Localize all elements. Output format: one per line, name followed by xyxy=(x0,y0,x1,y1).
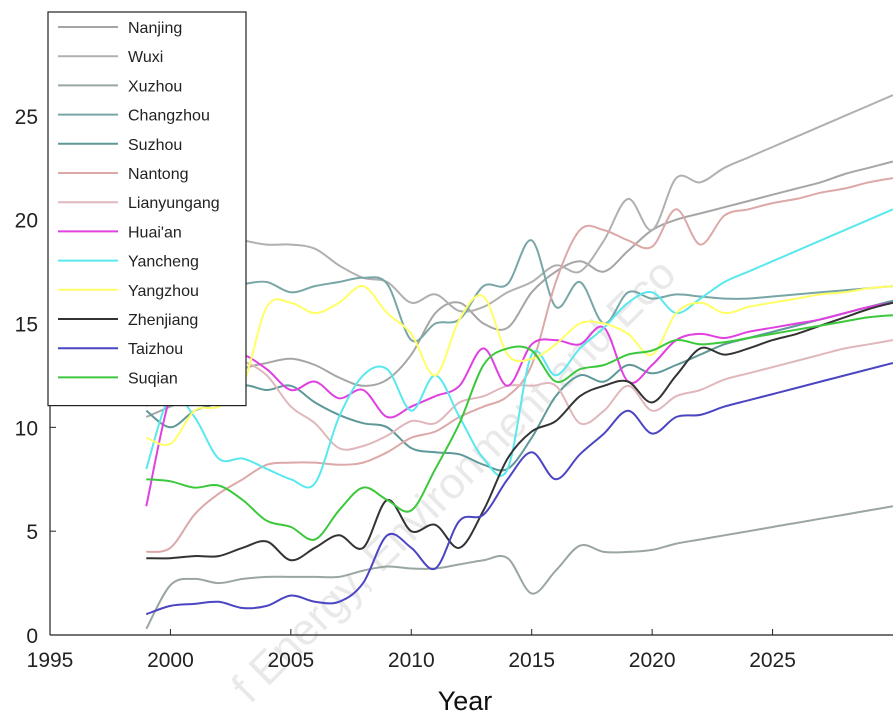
series-line-yancheng xyxy=(145,208,893,489)
y-tick-label: 5 xyxy=(26,521,38,544)
y-tick-label: 15 xyxy=(15,314,38,337)
legend-label: Changzhou xyxy=(128,108,210,125)
y-tick-label: 20 xyxy=(15,210,38,233)
x-tick-label: 2025 xyxy=(749,649,796,672)
legend-box xyxy=(47,11,247,407)
legend-label: Xuzhou xyxy=(128,78,182,95)
legend-label: Suqian xyxy=(128,370,178,387)
series-line-yangzhou xyxy=(145,285,893,446)
series-line-changzhou xyxy=(145,239,893,343)
legend-label: Taizhou xyxy=(128,341,183,358)
x-tick-label: 2010 xyxy=(388,649,435,672)
x-tick-label: 2000 xyxy=(147,649,194,672)
y-tick-label: 0 xyxy=(26,625,38,648)
series-layer xyxy=(145,94,893,630)
legend-label: Lianyungang xyxy=(128,195,220,212)
legend-label: Nantong xyxy=(128,166,189,183)
x-tick-label: 1995 xyxy=(27,649,74,672)
series-line-suzhou xyxy=(145,299,893,472)
series-line-nanjing xyxy=(145,160,893,418)
series-line-taizhou xyxy=(145,362,893,616)
series-line-lianyungang xyxy=(145,339,893,451)
x-tick-label: 2020 xyxy=(629,649,676,672)
series-line-suqian xyxy=(146,314,893,541)
series-line-nantong xyxy=(146,177,893,553)
x-axis-title: Year xyxy=(438,686,493,715)
legend-label: Huai'an xyxy=(128,224,182,241)
series-line-xuzhou xyxy=(145,505,893,630)
x-tick-label: 2015 xyxy=(508,649,555,672)
legend-label: Wuxi xyxy=(128,49,163,66)
y-tick-label: 10 xyxy=(15,417,38,440)
y-tick-label: 25 xyxy=(15,106,38,129)
legend-label: Zhenjiang xyxy=(128,312,198,329)
legend-label: Suzhou xyxy=(128,137,182,154)
legend-label: Nanjing xyxy=(128,20,182,37)
legend-label: Yangzhou xyxy=(128,283,199,300)
series-line-wuxi xyxy=(145,94,893,313)
series-line-huai-an xyxy=(145,301,893,507)
legend-label: Yancheng xyxy=(128,254,199,271)
series-line-zhenjiang xyxy=(146,301,893,562)
legend: Nanjing Wuxi Xuzhou Changzhou Suzhou Nantong L… xyxy=(47,11,247,407)
x-tick-label: 2005 xyxy=(267,649,314,672)
